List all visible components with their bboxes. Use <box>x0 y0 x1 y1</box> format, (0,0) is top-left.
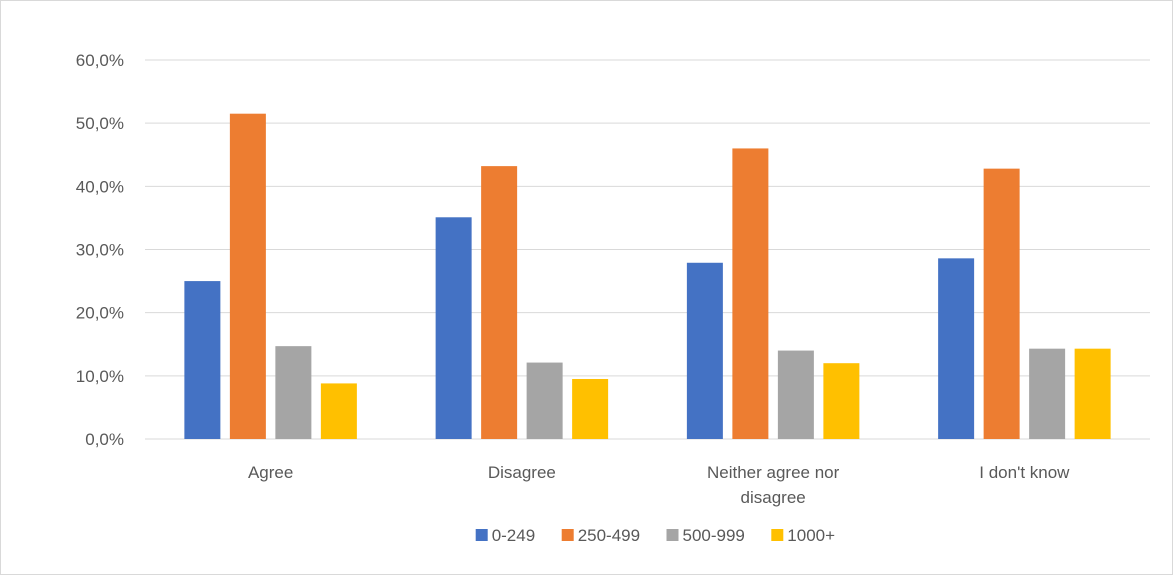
bar-250-499 <box>983 168 1020 439</box>
x-category-label: I don't know <box>979 463 1070 482</box>
y-tick-label: 60,0% <box>76 51 124 70</box>
y-tick-label: 30,0% <box>76 241 124 260</box>
bar-1000- <box>320 383 357 439</box>
x-category-label: Agree <box>248 463 293 482</box>
x-category-label: Neither agree nor <box>707 463 840 482</box>
legend-label: 500-999 <box>683 526 745 545</box>
bar-0-249 <box>435 217 472 439</box>
bar-500-999 <box>526 362 563 439</box>
bar-0-249 <box>686 262 723 439</box>
legend-label: 1000+ <box>787 526 835 545</box>
y-tick-label: 50,0% <box>76 114 124 133</box>
x-category-label: Disagree <box>488 463 556 482</box>
legend-swatch <box>771 529 784 541</box>
bar-500-999 <box>275 346 312 439</box>
legend-swatch <box>666 529 679 541</box>
bar-1000- <box>1074 348 1111 439</box>
bar-0-249 <box>184 281 221 439</box>
bar-1000- <box>823 363 860 439</box>
y-tick-label: 10,0% <box>76 367 124 386</box>
bar-500-999 <box>1029 348 1066 439</box>
bar-1000- <box>572 378 609 439</box>
x-category-label: disagree <box>741 488 806 507</box>
bar-250-499 <box>481 166 518 439</box>
bar-500-999 <box>777 350 814 439</box>
bar-250-499 <box>732 148 769 439</box>
legend-swatch <box>561 529 574 541</box>
bar-250-499 <box>229 113 266 440</box>
y-tick-label: 40,0% <box>76 177 124 196</box>
bar-0-249 <box>938 258 975 439</box>
y-tick-label: 20,0% <box>76 304 124 323</box>
legend-label: 0-249 <box>492 526 535 545</box>
legend-label: 250-499 <box>578 526 640 545</box>
y-tick-label: 0,0% <box>85 430 124 449</box>
legend-swatch <box>475 529 488 541</box>
